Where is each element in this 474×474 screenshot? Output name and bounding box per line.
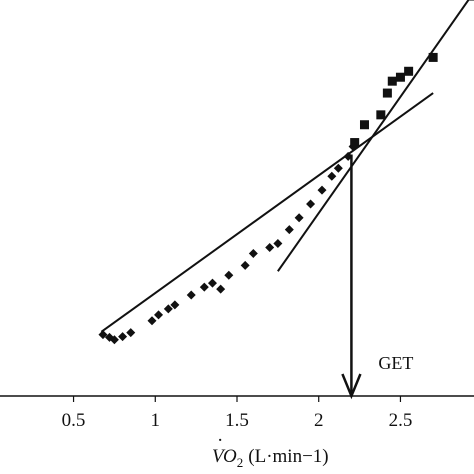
data-point-diamond xyxy=(109,335,119,345)
x-axis-ticks: 0.5 1 1.5 2 2.5 xyxy=(62,396,413,431)
data-point-diamond xyxy=(207,278,217,288)
x-axis-title-main: VO xyxy=(212,446,237,467)
x-tick-label: 1.5 xyxy=(225,410,249,431)
x-tick-label: 0.5 xyxy=(62,410,86,431)
x-axis-title: VO2 (L·min−1) xyxy=(212,446,329,470)
data-point-diamond xyxy=(186,290,196,300)
get-arrow-head xyxy=(341,373,362,400)
data-point-square xyxy=(387,76,397,86)
data-point-diamond xyxy=(240,260,250,270)
data-point-square xyxy=(469,0,474,1)
data-point-diamond xyxy=(163,304,173,314)
data-point-square xyxy=(404,66,414,76)
data-point-diamond xyxy=(317,185,327,195)
fit-lines xyxy=(100,0,470,333)
data-point-square xyxy=(350,138,360,148)
x-axis-title-subscript: 2 xyxy=(237,455,244,470)
get-annotation: GET xyxy=(341,154,413,400)
data-point-diamond xyxy=(170,300,180,310)
data-point-diamond xyxy=(333,163,343,173)
data-point-diamond xyxy=(294,213,304,223)
data-point-diamond xyxy=(327,171,337,181)
data-point-diamond xyxy=(118,332,128,342)
data-point-diamond xyxy=(147,316,157,326)
data-point-diamond xyxy=(273,239,283,249)
data-point-diamond xyxy=(216,284,226,294)
data-point-square xyxy=(376,110,386,120)
data-point-diamond xyxy=(98,330,108,340)
data-point-diamond xyxy=(126,328,136,338)
data-point-square xyxy=(395,72,405,82)
get-label: GET xyxy=(378,353,413,373)
data-point-diamond xyxy=(248,248,258,258)
x-tick-label: 2 xyxy=(314,410,324,431)
fit-line xyxy=(100,92,434,333)
x-axis-title-units: (L·min−1) xyxy=(248,446,328,467)
data-point-diamond xyxy=(199,282,209,292)
x-tick-label: 1 xyxy=(151,410,161,431)
data-point-square xyxy=(359,120,369,130)
fit-line xyxy=(277,0,470,272)
x-tick-label: 2.5 xyxy=(389,410,413,431)
data-point-diamond xyxy=(154,310,164,320)
data-point-diamond xyxy=(265,243,275,252)
data-point-square xyxy=(382,88,392,98)
data-points xyxy=(98,0,474,345)
vo2-dot-accent: · xyxy=(217,430,223,451)
data-point-diamond xyxy=(306,199,316,209)
data-point-square xyxy=(428,52,438,62)
data-point-diamond xyxy=(224,270,234,280)
data-point-diamond xyxy=(284,225,294,235)
